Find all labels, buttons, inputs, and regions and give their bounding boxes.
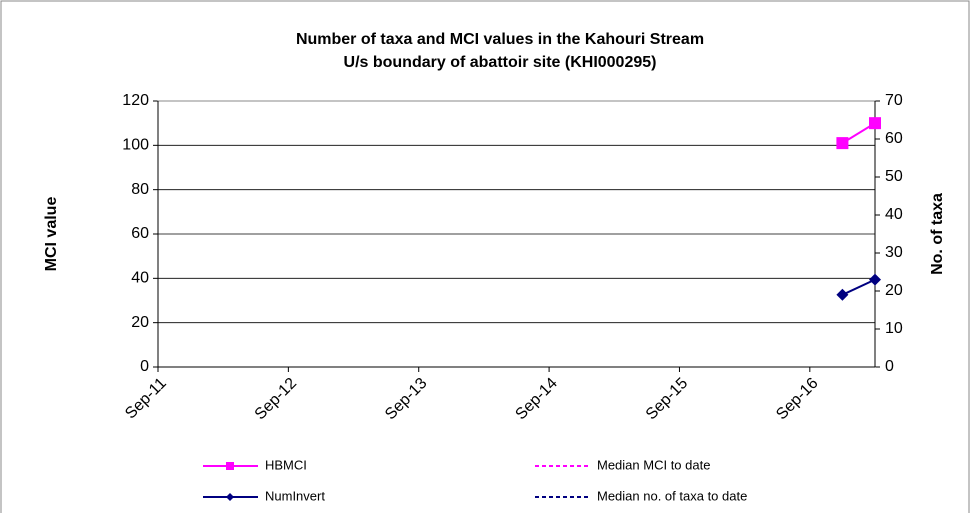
y2-tick-label: 30 [885, 244, 903, 261]
chart-title: Number of taxa and MCI values in the Kah… [296, 31, 704, 48]
legend-label: Median MCI to date [597, 457, 710, 472]
y-tick-label: 100 [122, 137, 149, 154]
y2-tick-label: 60 [885, 130, 903, 147]
marker [869, 273, 881, 286]
y-axis-label: MCI value [43, 197, 60, 272]
y2-tick-label: 0 [885, 358, 894, 375]
y2-axis-label: No. of taxa [929, 193, 946, 275]
y-tick-label: 60 [131, 225, 149, 242]
y2-tick-label: 70 [885, 92, 903, 109]
y-tick-label: 0 [140, 358, 149, 375]
y2-tick-label: 50 [885, 168, 903, 185]
y-tick-label: 40 [131, 270, 149, 287]
y2-tick-label: 40 [885, 206, 903, 223]
y-tick-label: 80 [131, 181, 149, 198]
marker [836, 137, 849, 150]
marker [836, 288, 849, 301]
legend-marker [226, 493, 234, 501]
legend-marker [226, 462, 234, 470]
marker [869, 117, 881, 130]
y-tick-label: 120 [122, 92, 149, 109]
legend-label: Median no. of taxa to date [597, 488, 747, 503]
y2-tick-label: 10 [885, 320, 903, 337]
y-tick-label: 20 [131, 314, 149, 331]
chart-subtitle: U/s boundary of abattoir site (KHI000295… [344, 54, 657, 71]
legend-label: HBMCI [265, 457, 307, 472]
y2-tick-label: 20 [885, 282, 903, 299]
legend-label: NumInvert [265, 488, 325, 503]
series-line [841, 278, 876, 296]
